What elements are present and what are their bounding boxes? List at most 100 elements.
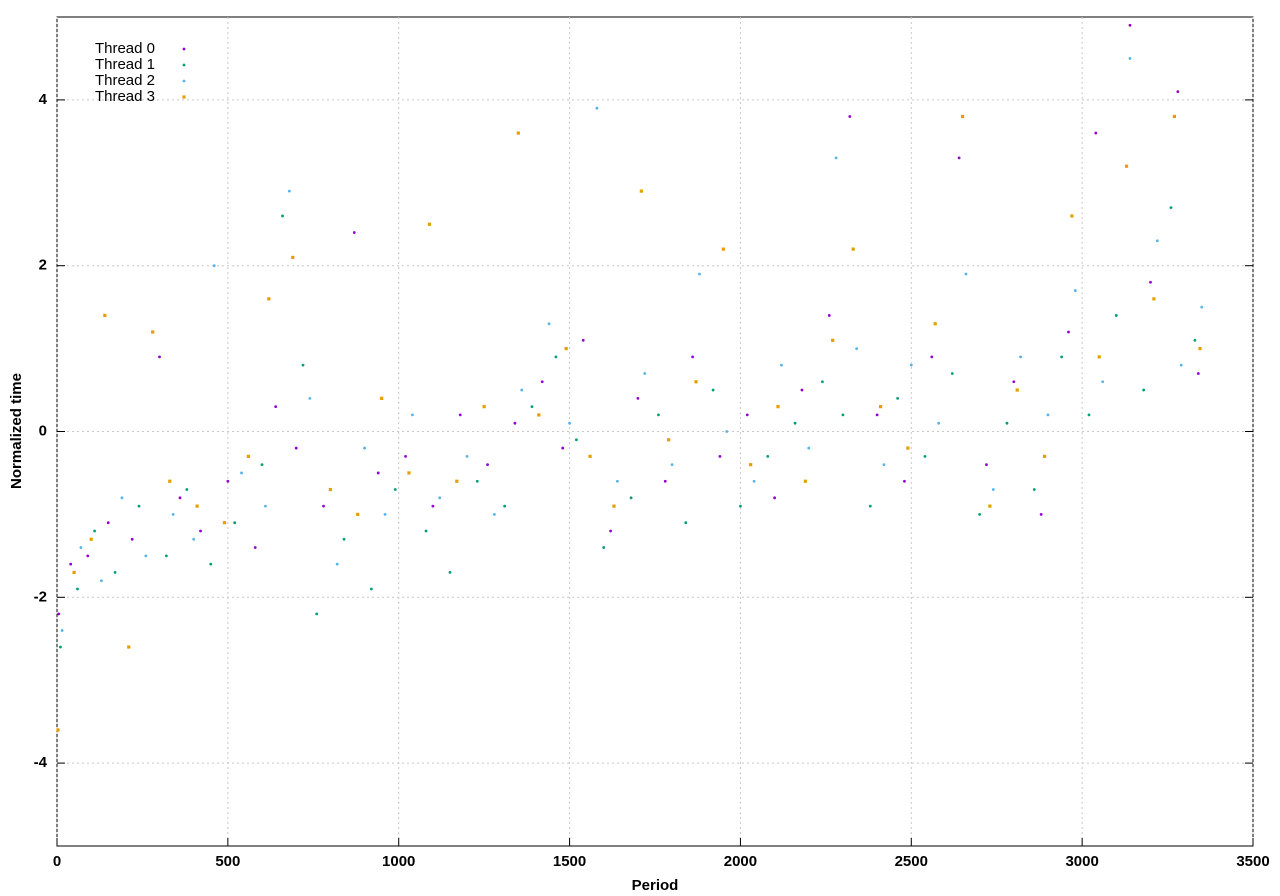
point (540, 380, 544, 384)
x-tick-label: 0 (53, 853, 61, 870)
point (1169, 206, 1173, 210)
point (878, 405, 883, 409)
point (264, 504, 267, 508)
point (260, 463, 264, 467)
point (1179, 363, 1183, 367)
point (144, 554, 148, 558)
point (60, 629, 64, 632)
y-tick-label: -2 (34, 588, 47, 605)
point (937, 421, 941, 425)
point (575, 438, 578, 442)
point (410, 413, 414, 417)
point (667, 438, 671, 442)
point (113, 571, 117, 574)
point (127, 645, 131, 649)
point (694, 380, 698, 384)
point (718, 454, 722, 458)
point (691, 355, 694, 359)
point (1114, 314, 1118, 317)
point (964, 272, 968, 276)
x-tick-label: 2000 (724, 853, 757, 870)
point (834, 156, 838, 160)
point (76, 587, 79, 591)
point (960, 114, 965, 119)
legend-marker (182, 47, 186, 51)
point (612, 504, 616, 508)
y-tick-label: 4 (39, 91, 48, 108)
point (848, 115, 852, 118)
point (609, 529, 612, 533)
point (1070, 214, 1074, 218)
point (950, 372, 954, 375)
point (458, 413, 462, 417)
point (821, 380, 824, 384)
point (486, 463, 489, 467)
point (274, 405, 278, 409)
point (89, 537, 93, 541)
point (424, 529, 428, 533)
legend-label: Thread 2 (95, 72, 155, 89)
point (780, 363, 783, 367)
point (711, 388, 715, 392)
point (1094, 131, 1098, 135)
point (404, 454, 407, 458)
point (906, 446, 910, 450)
point (1097, 355, 1101, 359)
point (602, 546, 606, 549)
point (503, 504, 507, 508)
point (684, 521, 688, 525)
point (475, 479, 479, 483)
point (352, 231, 356, 234)
point (240, 471, 243, 475)
point (164, 554, 168, 558)
point (1073, 289, 1077, 292)
point (985, 463, 988, 467)
point (137, 504, 141, 508)
point (267, 297, 271, 301)
point (209, 562, 213, 566)
x-tick-label: 500 (215, 853, 240, 870)
point (376, 471, 380, 475)
legend-marker (182, 63, 186, 67)
point (933, 322, 937, 326)
point (93, 529, 96, 533)
point (530, 405, 534, 409)
point (315, 612, 319, 616)
point (800, 388, 804, 392)
point (827, 314, 831, 317)
point (427, 222, 432, 226)
point (1193, 338, 1197, 342)
point (698, 272, 701, 276)
point (1060, 355, 1064, 359)
y-tick-label: -4 (34, 754, 48, 771)
point (639, 189, 643, 193)
point (616, 479, 619, 483)
point (851, 247, 855, 251)
point (356, 512, 360, 516)
point (1019, 355, 1023, 359)
point (1124, 164, 1129, 168)
point (291, 255, 295, 260)
point (739, 504, 742, 508)
y-axis-label: Normalized time (8, 373, 25, 489)
point (841, 413, 845, 417)
point (1200, 305, 1204, 309)
point (882, 463, 886, 467)
point (1067, 330, 1070, 334)
point (923, 454, 927, 458)
point (554, 355, 558, 359)
point (745, 413, 749, 417)
point (1155, 239, 1159, 243)
point (369, 587, 373, 591)
point (896, 396, 900, 400)
point (1149, 280, 1152, 284)
point (69, 562, 73, 566)
point (335, 562, 339, 566)
point (766, 454, 770, 458)
point (246, 454, 250, 458)
point (643, 372, 647, 375)
point (226, 479, 230, 483)
point (1128, 23, 1132, 27)
point (513, 421, 517, 425)
